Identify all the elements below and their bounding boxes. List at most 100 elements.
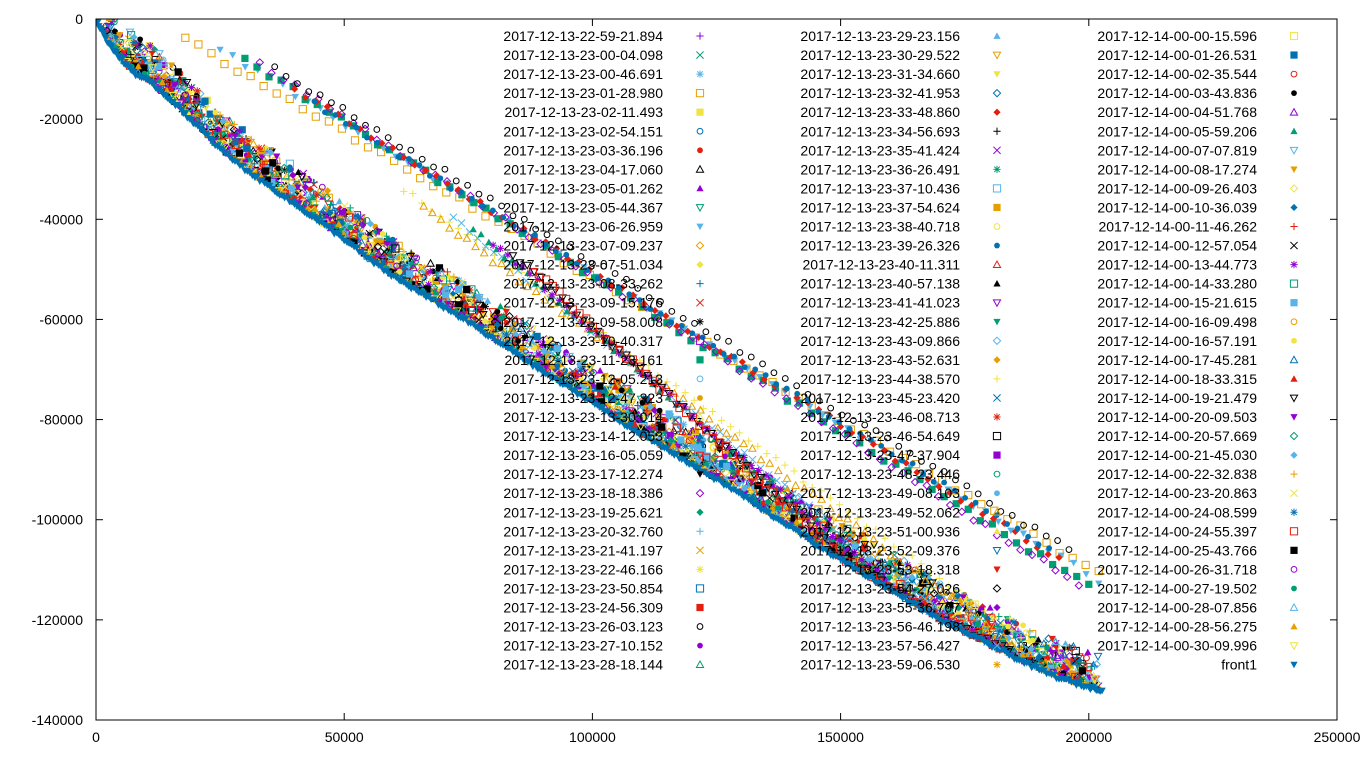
point <box>489 207 496 214</box>
point <box>324 117 333 126</box>
point <box>494 308 501 315</box>
point <box>1044 644 1050 651</box>
point <box>458 189 465 195</box>
point <box>773 466 783 475</box>
point <box>731 353 738 360</box>
point <box>426 268 434 276</box>
point <box>793 382 801 390</box>
point <box>545 335 553 343</box>
point <box>723 462 731 470</box>
point <box>311 98 318 105</box>
legend-label: 2017-12-13-23-02-54.151 <box>503 123 663 139</box>
point <box>437 175 444 182</box>
point <box>1006 614 1014 622</box>
point <box>627 414 635 422</box>
point <box>672 381 680 390</box>
point <box>396 143 403 151</box>
point <box>416 174 425 183</box>
point <box>772 453 780 462</box>
point <box>229 52 237 59</box>
point <box>241 54 249 62</box>
point <box>1065 662 1074 670</box>
point <box>102 27 110 35</box>
point <box>613 378 621 386</box>
point <box>878 558 887 566</box>
point <box>479 202 486 209</box>
point <box>763 449 771 458</box>
point <box>196 96 205 105</box>
point <box>781 375 789 382</box>
point <box>358 217 367 226</box>
point <box>471 242 480 251</box>
point <box>397 247 405 254</box>
point <box>1031 523 1039 531</box>
point <box>384 134 392 141</box>
point <box>1043 654 1052 662</box>
point <box>717 416 726 424</box>
point <box>797 496 805 504</box>
point <box>762 372 769 378</box>
point <box>775 504 781 511</box>
legend-label: 2017-12-13-23-00-04.098 <box>503 47 663 63</box>
point <box>713 333 721 341</box>
point <box>964 606 974 615</box>
point <box>838 532 846 539</box>
point <box>241 64 249 71</box>
point <box>1040 650 1049 659</box>
legend-item: 2017-12-13-23-04-17.060 <box>503 161 705 177</box>
legend-label: 2017-12-13-23-01-28.980 <box>503 85 663 101</box>
point <box>682 442 690 450</box>
point <box>449 213 458 222</box>
point <box>282 73 290 80</box>
point <box>195 89 205 98</box>
point <box>489 241 497 249</box>
point <box>791 480 801 489</box>
point <box>1004 521 1010 527</box>
point <box>137 36 143 43</box>
point <box>178 84 186 91</box>
point <box>186 88 194 97</box>
point <box>405 270 414 278</box>
point <box>216 46 224 54</box>
point <box>1035 541 1042 548</box>
point <box>269 159 277 167</box>
point <box>1092 660 1101 669</box>
point <box>794 390 801 397</box>
point <box>972 615 980 623</box>
point <box>461 301 470 309</box>
point <box>486 194 494 202</box>
legend-marker <box>695 89 705 98</box>
point <box>1054 537 1061 544</box>
point <box>1082 571 1090 578</box>
point <box>233 67 242 76</box>
point <box>285 94 294 103</box>
point <box>463 285 471 294</box>
point <box>490 313 498 321</box>
point <box>1062 572 1072 582</box>
point <box>847 530 856 538</box>
point <box>631 407 639 415</box>
legend-item: 2017-12-13-23-00-04.098 <box>503 47 704 63</box>
point <box>477 230 485 238</box>
point <box>353 124 360 131</box>
point <box>1070 559 1078 567</box>
point <box>350 136 360 145</box>
point <box>1065 651 1074 661</box>
legend-marker <box>696 127 704 135</box>
point <box>427 208 437 217</box>
point <box>202 105 210 112</box>
point <box>1073 572 1081 581</box>
point <box>272 89 281 98</box>
point <box>702 328 710 336</box>
point <box>1004 538 1013 548</box>
point <box>916 570 924 579</box>
point <box>281 166 289 174</box>
point <box>866 555 874 563</box>
point <box>207 49 216 58</box>
legend-marker <box>696 51 704 60</box>
point <box>1065 546 1073 553</box>
point <box>689 330 696 337</box>
point <box>708 407 716 416</box>
point <box>677 436 685 444</box>
point <box>332 112 339 118</box>
